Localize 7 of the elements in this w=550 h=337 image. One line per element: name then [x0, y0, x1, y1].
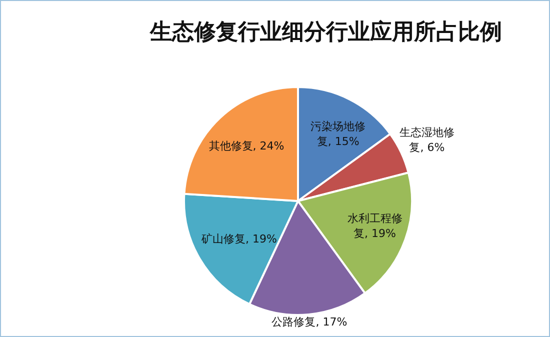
- chart-title: 生态修复行业细分行业应用所占比例: [148, 18, 503, 47]
- slice-label: 生态湿地修复, 6%: [398, 125, 456, 156]
- slice-label: 公路修复, 17%: [272, 314, 348, 330]
- slice-label: 污染场地修复, 15%: [310, 118, 367, 149]
- slice-label: 其他修复, 24%: [208, 138, 284, 154]
- slice-label: 水利工程修复, 19%: [346, 211, 404, 242]
- slice-label: 矿山修复, 19%: [202, 232, 277, 247]
